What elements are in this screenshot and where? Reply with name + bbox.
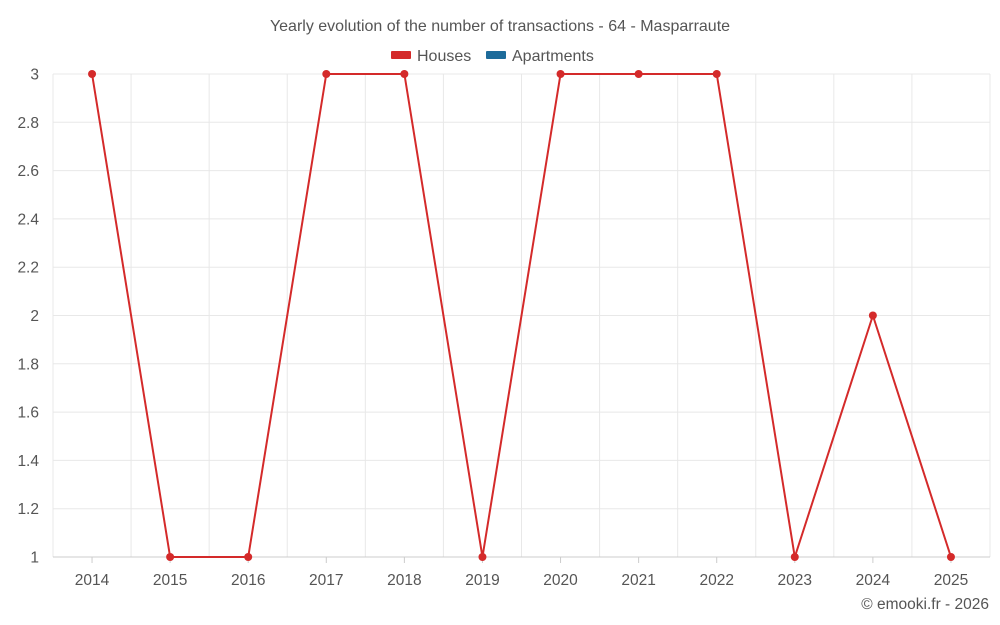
x-tick-label: 2022	[699, 572, 733, 589]
legend-item-houses[interactable]: Houses	[391, 48, 471, 65]
data-point[interactable]	[790, 553, 799, 561]
x-tick-label: 2018	[387, 572, 421, 589]
x-tick-label: 2016	[231, 572, 265, 589]
x-axis: 2014 2015 2016 2017 2018 2019 2020 2021 2022 2023…	[53, 556, 990, 589]
y-tick-label: 2.2	[17, 260, 39, 277]
y-axis: 1 1.2 1.4 1.6 1.8 2 2.2 2.4 2.6 2.8 3	[17, 67, 39, 567]
y-tick-label: 2.6	[17, 163, 39, 180]
x-tick-label: 2021	[621, 572, 655, 589]
chart-title: Yearly evolution of the number of transa…	[270, 18, 730, 35]
legend-item-apartments[interactable]: Apartments	[486, 48, 594, 65]
x-tick-label: 2025	[934, 572, 968, 589]
x-tick-label: 2014	[75, 572, 110, 589]
legend-label-apartments: Apartments	[512, 48, 594, 65]
data-point[interactable]	[244, 553, 253, 561]
x-tick-label: 2023	[778, 572, 812, 589]
y-tick-label: 1.2	[17, 501, 39, 518]
legend-label-houses: Houses	[417, 48, 471, 65]
y-tick-label: 1.8	[17, 356, 39, 373]
data-point[interactable]	[166, 553, 175, 561]
legend: Houses Apartments	[391, 48, 594, 65]
y-tick-label: 1.4	[17, 453, 39, 470]
data-point[interactable]	[946, 553, 955, 561]
x-tick-label: 2024	[856, 572, 891, 589]
y-tick-label: 2.4	[17, 211, 39, 228]
x-tick-label: 2019	[465, 572, 499, 589]
x-tick-label: 2015	[153, 572, 187, 589]
data-point[interactable]	[322, 70, 331, 78]
y-tick-label: 2	[30, 308, 39, 325]
data-point[interactable]	[400, 70, 409, 78]
data-point[interactable]	[634, 70, 643, 78]
data-point[interactable]	[478, 553, 487, 561]
legend-swatch-houses	[391, 51, 411, 59]
data-point[interactable]	[712, 70, 721, 78]
y-tick-label: 2.8	[17, 115, 39, 132]
legend-swatch-apartments	[486, 51, 506, 59]
data-point[interactable]	[88, 70, 97, 78]
x-tick-label: 2017	[309, 572, 343, 589]
y-tick-label: 1.6	[17, 405, 39, 422]
data-point[interactable]	[556, 70, 565, 78]
y-tick-label: 3	[30, 67, 39, 84]
data-point[interactable]	[868, 311, 877, 320]
x-tick-label: 2020	[543, 572, 578, 589]
series-houses	[88, 70, 955, 561]
credit-text: © emooki.fr - 2026	[861, 596, 989, 613]
y-tick-label: 1	[30, 550, 39, 567]
series-line-houses	[91, 73, 952, 558]
